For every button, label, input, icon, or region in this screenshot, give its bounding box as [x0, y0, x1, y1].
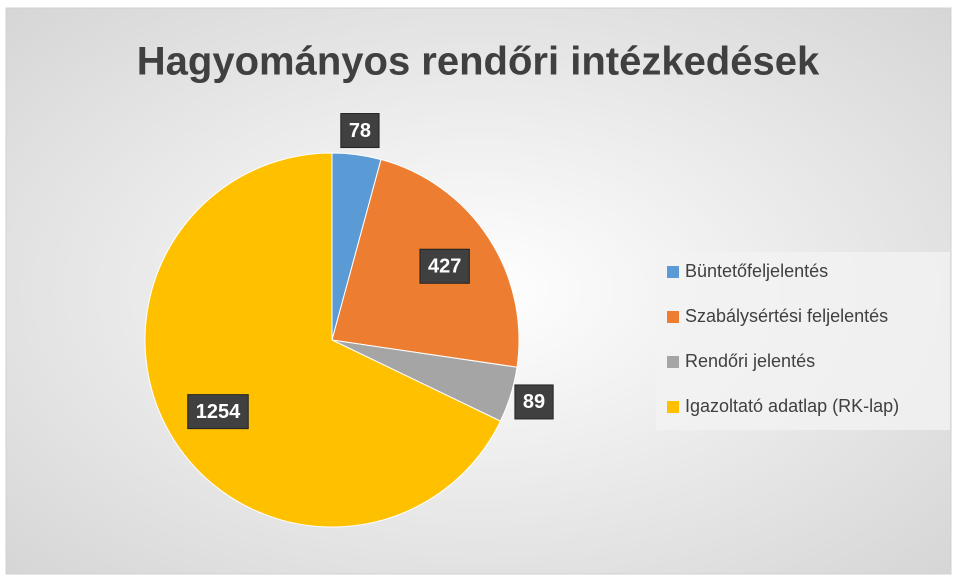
legend-box — [656, 252, 950, 430]
data-label: 89 — [523, 391, 545, 413]
legend-label: Igazoltató adatlap (RK-lap) — [685, 396, 899, 416]
data-label-box — [419, 248, 470, 284]
data-label-box — [187, 394, 249, 430]
legend-swatch — [667, 356, 679, 368]
pie-slice — [144, 152, 502, 528]
legend-label: Rendőri jelentés — [685, 351, 815, 371]
data-label: 427 — [428, 256, 461, 278]
chart-title: Hagyományos rendőri intézkedések — [137, 40, 820, 84]
legend-label: Szabálysértési feljelentés — [685, 306, 888, 326]
legend-swatch — [667, 266, 679, 278]
data-label: 1254 — [196, 401, 241, 423]
legend-label: Büntetőfeljelentés — [685, 261, 828, 281]
data-label-box — [514, 384, 554, 420]
legend-swatch — [667, 311, 679, 323]
data-label-box — [340, 113, 380, 149]
legend-swatch — [667, 401, 679, 413]
data-label: 78 — [349, 120, 371, 142]
